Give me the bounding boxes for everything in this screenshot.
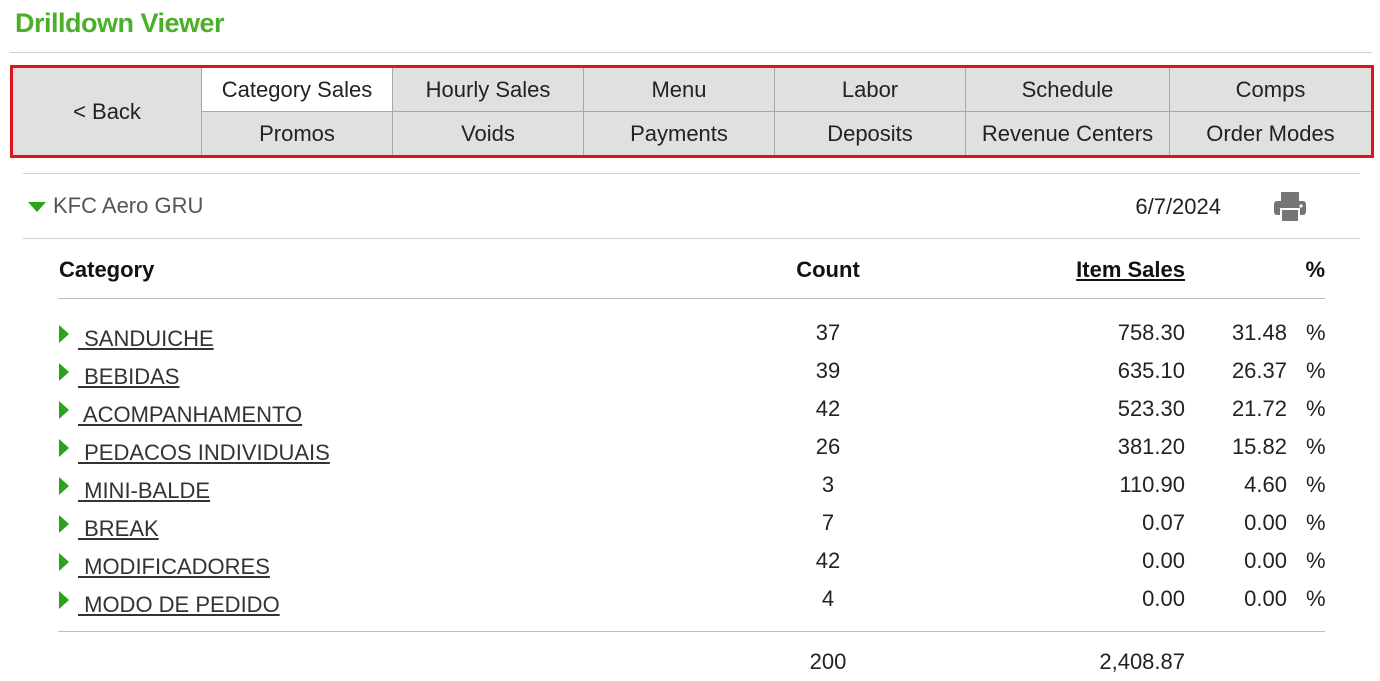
tab-promos[interactable]: Promos xyxy=(201,111,392,155)
divider xyxy=(10,52,1372,53)
caret-right-icon[interactable] xyxy=(59,477,69,495)
caret-right-icon[interactable] xyxy=(59,325,69,343)
count-cell: 4 xyxy=(821,586,835,611)
category-link[interactable]: BEBIDAS xyxy=(78,364,180,389)
caret-right-icon[interactable] xyxy=(59,401,69,419)
item-sales-cell: 758.30 xyxy=(1117,320,1185,345)
tab-labor[interactable]: Labor xyxy=(774,68,965,112)
total-item-sales: 2,408.87 xyxy=(1099,649,1185,674)
category-link[interactable]: MINI-BALDE xyxy=(78,478,211,503)
table-row: BEBIDAS 39 635.10 26.37 % xyxy=(0,358,1380,396)
tab-schedule[interactable]: Schedule xyxy=(965,68,1169,112)
table-row: MODO DE PEDIDO 4 0.00 0.00 % xyxy=(0,586,1380,624)
percent-sign: % xyxy=(1306,586,1326,611)
column-header-category: Category xyxy=(59,257,155,282)
store-name: KFC Aero GRU xyxy=(53,193,204,218)
app-title: Drilldown Viewer xyxy=(15,8,225,38)
item-sales-cell: 0.07 xyxy=(1142,510,1185,535)
percent-cell: 26.37 xyxy=(1231,358,1287,383)
divider xyxy=(58,298,1325,299)
print-icon[interactable] xyxy=(1272,191,1308,223)
percent-sign: % xyxy=(1306,434,1326,459)
column-header-percent: % xyxy=(1305,257,1325,282)
item-sales-cell: 0.00 xyxy=(1142,586,1185,611)
caret-right-icon[interactable] xyxy=(59,515,69,533)
category-link[interactable]: MODIFICADORES xyxy=(78,554,270,579)
tab-menu[interactable]: Menu xyxy=(583,68,774,112)
store-toggle[interactable]: KFC Aero GRU xyxy=(28,193,203,219)
tab-revenue-centers[interactable]: Revenue Centers xyxy=(965,111,1169,155)
divider xyxy=(58,631,1325,632)
count-cell: 37 xyxy=(815,320,841,345)
tab-category-sales[interactable]: Category Sales xyxy=(201,68,392,112)
table-row: SANDUICHE 37 758.30 31.48 % xyxy=(0,320,1380,358)
tab-payments[interactable]: Payments xyxy=(583,111,774,155)
total-count: 200 xyxy=(809,649,847,674)
count-cell: 26 xyxy=(815,434,841,459)
column-header-count: Count xyxy=(796,257,860,282)
percent-sign: % xyxy=(1306,358,1326,383)
count-cell: 39 xyxy=(815,358,841,383)
category-link[interactable]: ACOMPANHAMENTO xyxy=(78,402,303,427)
table-row: MODIFICADORES 42 0.00 0.00 % xyxy=(0,548,1380,586)
caret-right-icon[interactable] xyxy=(59,439,69,457)
percent-cell: 31.48 xyxy=(1231,320,1287,345)
count-cell: 42 xyxy=(815,548,841,573)
percent-cell: 0.00 xyxy=(1244,548,1287,573)
caret-right-icon[interactable] xyxy=(59,553,69,571)
category-link[interactable]: BREAK xyxy=(78,516,159,541)
percent-cell: 15.82 xyxy=(1231,434,1287,459)
table-row: MINI-BALDE 3 110.90 4.60 % xyxy=(0,472,1380,510)
table-row: PEDACOS INDIVIDUAIS 26 381.20 15.82 % xyxy=(0,434,1380,472)
caret-right-icon[interactable] xyxy=(59,591,69,609)
divider xyxy=(23,238,1360,239)
tab-hourly-sales[interactable]: Hourly Sales xyxy=(392,68,583,112)
percent-cell: 4.60 xyxy=(1244,472,1287,497)
report-date: 6/7/2024 xyxy=(1135,194,1221,219)
percent-cell: 21.72 xyxy=(1231,396,1287,421)
count-cell: 7 xyxy=(821,510,835,535)
caret-down-icon xyxy=(28,202,46,212)
category-link[interactable]: SANDUICHE xyxy=(78,326,214,351)
percent-sign: % xyxy=(1306,472,1326,497)
item-sales-cell: 110.90 xyxy=(1119,472,1185,497)
table-row: BREAK 7 0.07 0.00 % xyxy=(0,510,1380,548)
item-sales-cell: 523.30 xyxy=(1117,396,1185,421)
report-nav: < Back Category Sales Hourly Sales Menu … xyxy=(10,65,1374,158)
tab-comps[interactable]: Comps xyxy=(1169,68,1371,112)
tab-deposits[interactable]: Deposits xyxy=(774,111,965,155)
table-row: ACOMPANHAMENTO 42 523.30 21.72 % xyxy=(0,396,1380,434)
percent-sign: % xyxy=(1306,396,1326,421)
count-cell: 3 xyxy=(821,472,835,497)
category-link[interactable]: PEDACOS INDIVIDUAIS xyxy=(78,440,330,465)
divider xyxy=(23,173,1360,174)
caret-right-icon[interactable] xyxy=(59,363,69,381)
percent-sign: % xyxy=(1306,510,1326,535)
tab-order-modes[interactable]: Order Modes xyxy=(1169,111,1371,155)
column-header-item-sales[interactable]: Item Sales xyxy=(1076,257,1185,282)
item-sales-cell: 0.00 xyxy=(1142,548,1185,573)
item-sales-cell: 381.20 xyxy=(1117,434,1185,459)
percent-sign: % xyxy=(1306,320,1326,345)
count-cell: 42 xyxy=(815,396,841,421)
tab-voids[interactable]: Voids xyxy=(392,111,583,155)
category-link[interactable]: MODO DE PEDIDO xyxy=(78,592,280,617)
percent-cell: 0.00 xyxy=(1244,510,1287,535)
item-sales-cell: 635.10 xyxy=(1117,358,1185,383)
back-button[interactable]: < Back xyxy=(13,68,201,155)
percent-sign: % xyxy=(1306,548,1326,573)
percent-cell: 0.00 xyxy=(1244,586,1287,611)
